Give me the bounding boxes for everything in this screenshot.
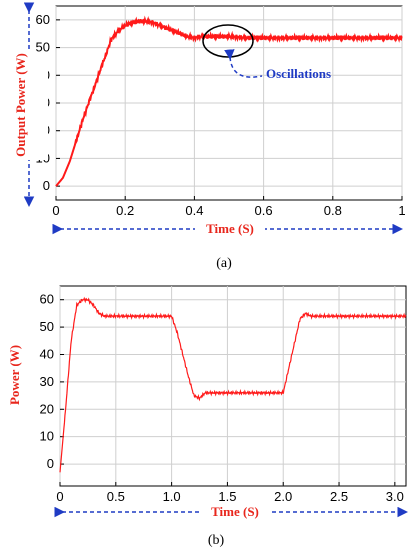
x-tick-label: 3.0 [386, 489, 404, 504]
y-tick-label: 10 [40, 429, 54, 444]
x-tick-label: 1.0 [163, 489, 181, 504]
x-tick-label: 1.5 [218, 489, 236, 504]
chart-b-ylabel: Power (W) [7, 345, 22, 405]
x-tick-label: 0.4 [185, 203, 203, 218]
chart-a-xlabel-bg [195, 220, 265, 238]
y-tick-label: 0 [43, 178, 50, 193]
x-tick-label: 0 [52, 203, 59, 218]
y-tick-label: 60 [36, 12, 50, 27]
y-tick-label: 50 [36, 40, 50, 55]
panel-label-a: (a) [216, 256, 232, 271]
x-tick-label: 0.5 [107, 489, 125, 504]
oscillation-arrow [224, 49, 263, 78]
x-tick-label: 2.5 [330, 489, 348, 504]
series-line [55, 15, 403, 187]
chart-b-xlabel: Time (S) [211, 504, 259, 519]
chart-a-ylabel: Output Power (W) [13, 53, 28, 157]
x-tick-label: 1 [398, 203, 405, 218]
y-tick-label: 30 [40, 374, 54, 389]
chart-a-xlabel: Time (S) [206, 221, 254, 236]
chart-b-grid [59, 286, 406, 486]
chart-b: 0 10 20 30 40 50 60 0 0.5 1.0 1.5 2.0 2.5 3.0 Power (… [7, 285, 408, 548]
y-tick-label: 40 [40, 346, 54, 361]
series-line [59, 296, 407, 473]
x-tick-label: 0.8 [324, 203, 342, 218]
chart-b-series [59, 296, 407, 473]
y-tick-label: 0 [47, 456, 54, 471]
chart-a-ylabel-bg [10, 52, 48, 160]
y-tick-label: 60 [40, 292, 54, 307]
chart-a-series [55, 15, 403, 187]
chart-b-plot-area [59, 285, 407, 487]
y-tick-label: 20 [40, 401, 54, 416]
chart-b-ticks: 0 10 20 30 40 50 60 0 0.5 1.0 1.5 2.0 2.5 3.0 [40, 292, 404, 504]
x-tick-label: 0.6 [255, 203, 273, 218]
oscillation-annotation: Oscillations [266, 66, 331, 81]
x-tick-label: 0.2 [116, 203, 134, 218]
x-tick-label: 0 [56, 489, 63, 504]
panel-label-b: (b) [208, 533, 225, 548]
x-tick-label: 2.0 [274, 489, 292, 504]
y-tick-label: 50 [40, 319, 54, 334]
chart-b-xlabel-bg [200, 503, 270, 521]
